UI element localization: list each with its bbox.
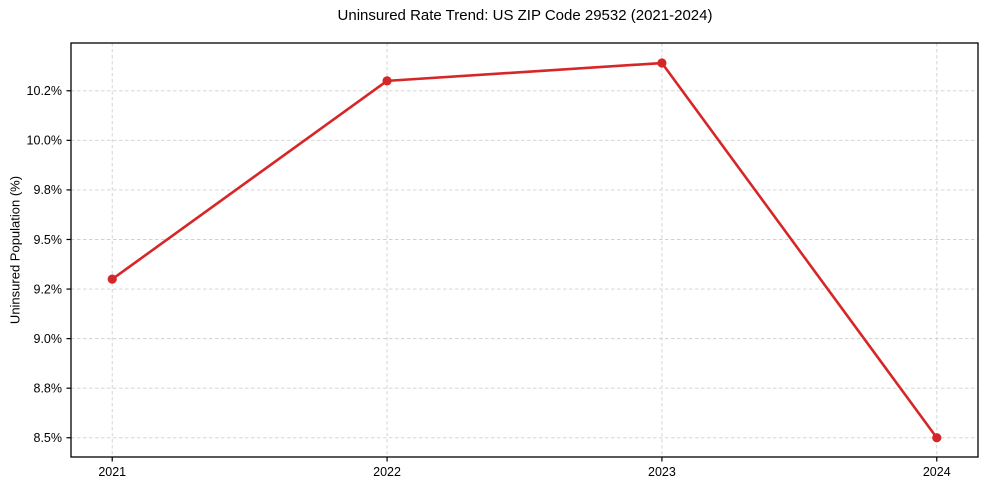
y-tick-label: 9.0% xyxy=(34,332,63,346)
y-tick-label: 9.5% xyxy=(34,233,63,247)
data-point xyxy=(107,274,117,284)
y-tick-label: 9.8% xyxy=(34,183,63,197)
data-point xyxy=(932,433,942,443)
x-tick-label: 2021 xyxy=(98,465,126,479)
trend-line xyxy=(110,61,939,440)
x-tick-label: 2024 xyxy=(923,465,951,479)
y-tick-label: 10.0% xyxy=(27,134,62,148)
y-tick-label: 9.2% xyxy=(34,282,63,296)
data-point xyxy=(382,76,392,86)
data-point xyxy=(657,58,667,68)
chart-title: Uninsured Rate Trend: US ZIP Code 29532 … xyxy=(337,7,713,24)
x-tick-label: 2023 xyxy=(648,465,676,479)
y-tick-label: 8.8% xyxy=(34,381,63,395)
y-tick-label: 8.5% xyxy=(34,431,63,445)
y-tick-label: 10.2% xyxy=(27,84,62,98)
plot-border xyxy=(70,42,979,458)
x-tick-label: 2022 xyxy=(373,465,401,479)
